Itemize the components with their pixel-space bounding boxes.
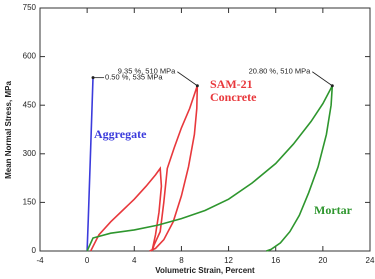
annotation-arrow [177, 71, 198, 87]
x-tick-label: 8 [179, 256, 184, 265]
series-line [86, 85, 334, 252]
y-tick-label: 450 [23, 100, 37, 109]
y-tick-label: 0 [32, 246, 37, 255]
annotation-text: 0.50 %, 535 MPa [105, 73, 163, 82]
x-tick-label: 20 [318, 256, 327, 265]
y-tick-label: 150 [23, 198, 37, 207]
annotation-text: 20.80 %, 510 MPa [249, 67, 312, 76]
x-tick-label: -4 [36, 256, 44, 265]
y-axis-title: Mean Normal Stress, MPa [4, 81, 13, 179]
x-tick-label: 4 [132, 256, 137, 265]
annotation-point [330, 84, 334, 88]
y-tick-label: 750 [23, 3, 37, 12]
y-tick-label: 300 [23, 149, 37, 158]
series-line [89, 85, 199, 252]
series-label: Aggregate [94, 127, 147, 141]
annotation-text: 9.35 %, 510 MPa [118, 67, 176, 76]
plot-frame [39, 7, 371, 252]
x-axis-title: Volumetric Strain, Percent [155, 266, 255, 275]
x-tick-label: 16 [271, 256, 280, 265]
annotation-arrow [312, 71, 333, 87]
annotation-point [195, 84, 199, 88]
series-label: Mortar [314, 203, 352, 217]
x-tick-label: 24 [366, 256, 375, 265]
x-tick-label: 12 [224, 256, 233, 265]
series-label: SAM-21 Concrete [210, 77, 257, 104]
annotation-point [91, 76, 95, 80]
x-tick-label: 0 [85, 256, 90, 265]
series-line [86, 77, 94, 252]
y-tick-label: 600 [23, 52, 37, 61]
